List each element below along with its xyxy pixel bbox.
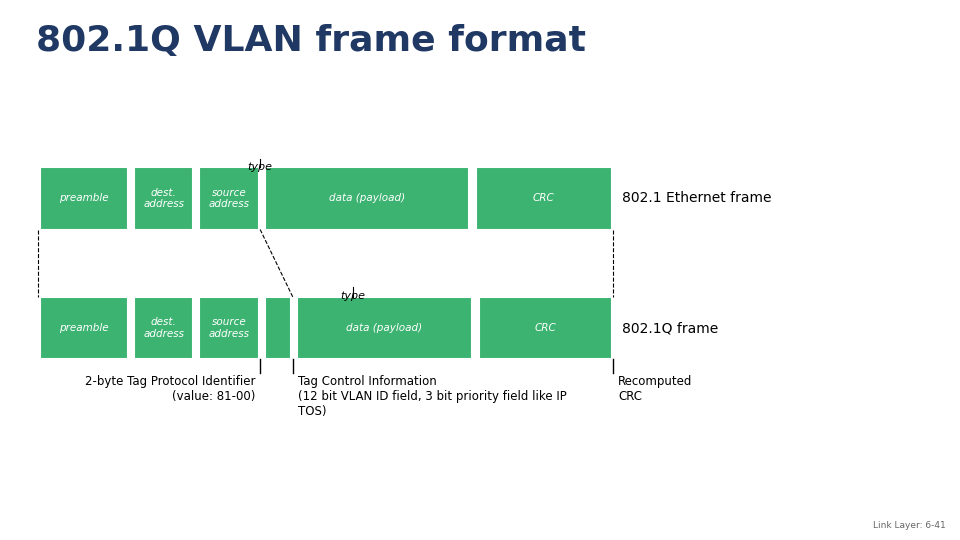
Text: dest.
address: dest. address	[143, 188, 184, 210]
Bar	[298, 297, 472, 359]
Text: data (payload): data (payload)	[329, 193, 405, 204]
Text: Link Layer: 6-41: Link Layer: 6-41	[873, 521, 946, 530]
Text: dest.
address: dest. address	[143, 317, 184, 339]
Bar	[478, 297, 612, 359]
Bar	[476, 167, 612, 230]
Bar	[200, 297, 258, 359]
Text: Tag Control Information
(12 bit VLAN ID field, 3 bit priority field like IP
TOS): Tag Control Information (12 bit VLAN ID …	[298, 375, 566, 418]
Text: CRC: CRC	[533, 193, 555, 204]
Bar	[265, 167, 469, 230]
Text: preamble: preamble	[60, 323, 108, 333]
Bar	[265, 297, 292, 359]
Text: source
address: source address	[208, 188, 250, 210]
Text: 2-byte Tag Protocol Identifier
(value: 81-00): 2-byte Tag Protocol Identifier (value: 8…	[84, 375, 255, 403]
Text: Recomputed
CRC: Recomputed CRC	[618, 375, 692, 403]
Bar	[134, 297, 193, 359]
Text: 802.1Q VLAN frame format: 802.1Q VLAN frame format	[36, 24, 587, 58]
Bar	[200, 167, 258, 230]
Text: type: type	[341, 291, 366, 301]
Text: 802.1Q frame: 802.1Q frame	[622, 321, 718, 335]
Text: preamble: preamble	[60, 193, 108, 204]
Text: 802.1 Ethernet frame: 802.1 Ethernet frame	[622, 192, 772, 205]
Bar	[40, 297, 129, 359]
Bar	[40, 167, 129, 230]
Text: type: type	[248, 162, 273, 172]
Text: CRC: CRC	[535, 323, 556, 333]
Text: data (payload): data (payload)	[347, 323, 422, 333]
Text: source
address: source address	[208, 317, 250, 339]
Bar	[134, 167, 193, 230]
